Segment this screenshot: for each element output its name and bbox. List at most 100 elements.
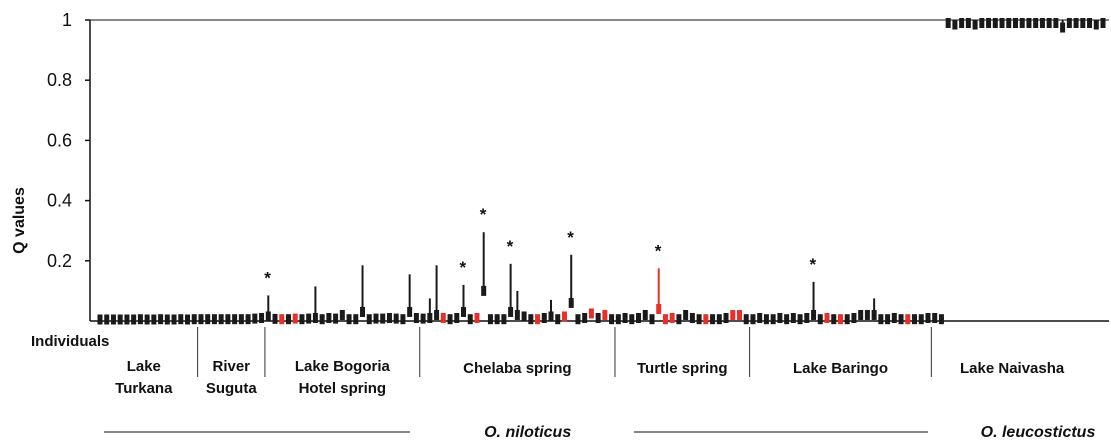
individual-bar xyxy=(151,314,157,325)
individual-bar xyxy=(252,313,258,324)
individual-bar xyxy=(689,312,695,323)
individual-bar xyxy=(723,312,729,323)
individual-bar xyxy=(124,314,130,325)
individual-bar xyxy=(811,309,817,320)
individual-bar xyxy=(683,309,689,320)
individual-bar xyxy=(669,312,675,323)
individual-bar xyxy=(238,314,244,325)
individual-bar xyxy=(117,314,123,325)
individual-bar xyxy=(164,314,170,325)
individual-bar xyxy=(710,314,716,325)
individual-bar xyxy=(1046,18,1052,29)
individual-bar xyxy=(804,312,810,323)
population-label: Lake Bogoria xyxy=(295,358,391,375)
individual-bar xyxy=(353,314,359,325)
individual-bar xyxy=(1066,18,1072,29)
individual-bar xyxy=(959,18,965,29)
y-tick-label: 0.2 xyxy=(47,251,72,271)
individual-bar xyxy=(185,314,191,325)
individual-bar xyxy=(568,297,574,308)
individual-bar xyxy=(555,314,561,325)
individual-bar xyxy=(104,314,110,325)
individual-bar xyxy=(333,313,339,324)
individual-bar xyxy=(292,313,298,324)
population-label: Lake xyxy=(127,358,161,375)
individual-bar xyxy=(770,314,776,325)
individual-bar xyxy=(171,314,177,325)
individual-bar xyxy=(158,314,164,325)
individual-bar xyxy=(609,314,615,325)
individual-bar xyxy=(615,314,621,325)
individual-bar xyxy=(1019,18,1025,29)
individual-bar xyxy=(912,314,918,325)
individual-bar xyxy=(622,312,628,323)
individual-bar xyxy=(487,314,493,325)
individual-bar xyxy=(339,309,345,320)
individual-bar xyxy=(191,314,197,325)
individual-bar xyxy=(743,314,749,325)
individual-bar xyxy=(454,312,460,323)
individual-bar xyxy=(965,18,971,29)
individual-bar xyxy=(716,314,722,325)
labels-layer: 0.2 0.4 0.6 0.8 1 Q values Individuals * * * * * * * L… xyxy=(11,10,1095,440)
individual-bar xyxy=(999,18,1005,29)
individual-bar xyxy=(420,313,426,324)
individual-bar xyxy=(265,311,271,322)
individual-bar xyxy=(137,314,143,325)
individual-bar xyxy=(817,314,823,325)
population-label: Turtle spring xyxy=(637,360,728,377)
population-label: River xyxy=(212,358,250,375)
individual-bar xyxy=(636,312,642,323)
individual-bar xyxy=(467,314,473,325)
individual-bar xyxy=(1093,19,1099,30)
individual-bar xyxy=(844,314,850,325)
individual-bar xyxy=(198,314,204,325)
significance-star: * xyxy=(460,258,467,277)
significance-star: * xyxy=(480,205,487,224)
individual-bar xyxy=(319,314,325,325)
individual-bar xyxy=(461,306,467,317)
individual-bar xyxy=(871,309,877,320)
individual-bar xyxy=(837,314,843,325)
individual-bar xyxy=(373,313,379,324)
individual-bar xyxy=(898,314,904,325)
individual-bar xyxy=(326,312,332,323)
population-label: Hotel spring xyxy=(299,380,387,397)
individual-bar xyxy=(413,312,419,323)
individual-bar xyxy=(595,312,601,323)
individual-bar xyxy=(366,314,372,325)
individual-bar xyxy=(447,314,453,325)
individual-bar xyxy=(878,314,884,325)
individual-bar xyxy=(777,312,783,323)
individual-bar xyxy=(474,312,480,323)
individual-bar xyxy=(925,312,931,323)
individual-bar xyxy=(864,309,870,320)
individual-bar xyxy=(494,314,500,325)
individual-bar xyxy=(703,314,709,325)
individual-bar xyxy=(131,314,137,325)
individual-bar xyxy=(885,314,891,325)
individual-bar xyxy=(380,313,386,324)
individual-bar xyxy=(434,309,440,320)
individual-bar xyxy=(299,314,305,325)
individual-bar xyxy=(346,314,352,325)
individual-bar xyxy=(1080,18,1086,29)
individual-bar xyxy=(891,312,897,323)
individual-bar xyxy=(629,314,635,325)
individual-bar xyxy=(427,312,433,323)
individual-bar xyxy=(642,309,648,320)
individual-bar xyxy=(521,311,527,322)
significance-star: * xyxy=(655,241,662,260)
individual-bar xyxy=(528,314,534,325)
individual-bar xyxy=(588,308,594,319)
significance-star: * xyxy=(264,268,271,287)
individual-bar xyxy=(1006,18,1012,29)
individual-bar xyxy=(232,314,238,325)
individual-bar xyxy=(211,314,217,325)
individual-bar xyxy=(952,19,958,30)
significance-star: * xyxy=(810,255,817,274)
individual-bar xyxy=(992,18,998,29)
bars-layer xyxy=(97,18,1106,325)
individual-bar xyxy=(797,314,803,325)
